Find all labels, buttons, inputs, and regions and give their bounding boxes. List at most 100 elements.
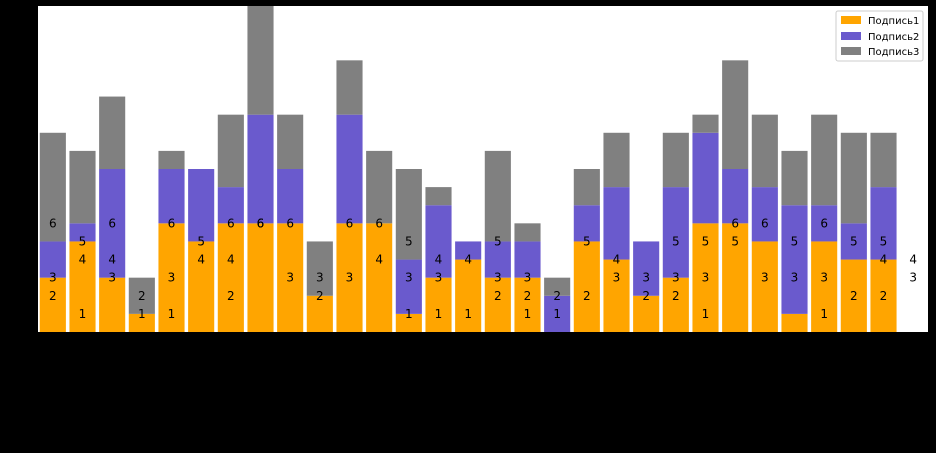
bar-label-2-1: 5 [79, 234, 87, 248]
bar-label-15-2: 1 [464, 307, 472, 321]
bar-label-25-2: 3 [761, 271, 769, 285]
bar-segment-13-series-3 [395, 169, 422, 260]
bar-segment-23-series-3 [692, 114, 719, 133]
bar-label-17-2: 2 [524, 289, 532, 303]
bar-label-18-2: 1 [553, 307, 561, 321]
bar-labels-group: 6 3 2 5 4 1 6 4 3 2 1 6 3 1 5 4 6 4 2 6 6 6 3 3 2 6 3 6 4 5 3 1 4 3 1 4 1 5 3 2… [49, 216, 917, 321]
legend-swatch-1 [841, 16, 861, 24]
bar-segment-27-series-1 [811, 241, 838, 332]
bar-segment-17-series-2 [514, 241, 541, 278]
bar-label-2-2: 4 [79, 253, 87, 267]
bar-label-24-2: 5 [731, 234, 739, 248]
bar-label-28-2: 2 [850, 289, 858, 303]
bar-segment-20-series-3 [603, 132, 630, 188]
bar-label-18-1: 2 [553, 289, 561, 303]
bar-label-1-1: 6 [49, 216, 57, 230]
bar-segment-11-series-3 [336, 60, 363, 115]
bar-segment-25-series-2 [751, 187, 778, 242]
bar-label-13-2: 3 [405, 271, 413, 285]
bar-label-19-1: 5 [583, 234, 591, 248]
bar-label-25-1: 6 [761, 216, 769, 230]
legend-label-1: Подпись1 [868, 16, 919, 27]
bar-segment-1-series-1 [39, 277, 66, 332]
bar-segment-7-series-1 [217, 223, 244, 332]
bar-segment-13-series-2 [395, 259, 422, 314]
bar-segment-10-series-3 [306, 241, 333, 296]
bar-segment-2-series-1 [69, 241, 96, 332]
bar-label-21-2: 2 [642, 289, 650, 303]
bar-segment-27-series-2 [811, 205, 838, 242]
bar-label-27-3: 1 [820, 307, 828, 321]
bars-group [39, 6, 897, 332]
bar-label-1-3: 2 [49, 289, 57, 303]
bar-label-6-1: 5 [197, 234, 205, 248]
bar-label-5-3: 1 [168, 307, 176, 321]
bar-segment-18-series-3 [544, 277, 571, 296]
bar-segment-3-series-2 [99, 169, 126, 278]
bar-label-10-2: 2 [316, 289, 324, 303]
bar-segment-17-series-3 [514, 223, 541, 242]
bar-label-8-1: 6 [257, 216, 265, 230]
bar-label-26-2: 3 [791, 271, 799, 285]
bar-label-16-3: 2 [494, 289, 502, 303]
bar-segment-12-series-3 [366, 150, 393, 224]
bar-segment-6-series-1 [188, 241, 215, 332]
bar-segment-4-series-3 [128, 277, 155, 314]
legend-label-2: Подпись2 [868, 32, 919, 43]
bar-segment-26-series-1 [781, 313, 808, 332]
bar-label-24-1: 6 [731, 216, 739, 230]
bar-label-22-1: 5 [672, 234, 680, 248]
bar-label-11-2: 3 [346, 271, 354, 285]
bar-segment-1-series-3 [39, 132, 66, 242]
bar-label-14-1: 4 [435, 253, 443, 267]
bar-segment-16-series-3 [484, 150, 511, 242]
bar-segment-23-series-2 [692, 132, 719, 224]
bar-segment-22-series-2 [662, 187, 689, 278]
bar-segment-2-series-2 [69, 223, 96, 242]
bar-segment-6-series-2 [188, 169, 215, 242]
bar-segment-2-series-3 [69, 150, 96, 224]
bar-label-9-2: 3 [286, 271, 294, 285]
bar-segment-11-series-1 [336, 223, 363, 332]
bar-label-30-2: 3 [909, 271, 917, 285]
bar-label-21-1: 3 [642, 271, 650, 285]
bar-segment-13-series-1 [395, 313, 422, 332]
bar-label-3-2: 4 [108, 253, 116, 267]
legend-entry-2: Подпись2 [841, 32, 919, 43]
bar-label-4-1: 2 [138, 289, 146, 303]
bar-label-20-2: 3 [613, 271, 621, 285]
bar-segment-25-series-3 [751, 114, 778, 188]
bar-segment-20-series-1 [603, 259, 630, 332]
bar-label-27-1: 6 [820, 216, 828, 230]
bar-segment-16-series-1 [484, 277, 511, 332]
bar-label-22-2: 3 [672, 271, 680, 285]
bar-segment-7-series-2 [217, 187, 244, 224]
bar-segment-21-series-2 [633, 241, 660, 296]
bar-label-7-2: 4 [227, 253, 235, 267]
bar-label-15-1: 4 [464, 253, 472, 267]
bar-segment-8-series-1 [247, 223, 274, 332]
bar-label-3-1: 6 [108, 216, 116, 230]
bar-label-29-3: 2 [880, 289, 888, 303]
legend-swatch-2 [841, 32, 861, 40]
bar-label-28-1: 5 [850, 234, 858, 248]
bar-label-17-3: 1 [524, 307, 532, 321]
bar-segment-22-series-1 [662, 277, 689, 332]
bar-label-14-3: 1 [435, 307, 443, 321]
bar-segment-17-series-1 [514, 277, 541, 332]
bar-label-17-1: 3 [524, 271, 532, 285]
bar-label-22-3: 2 [672, 289, 680, 303]
bar-segment-3-series-3 [99, 96, 126, 169]
bar-segment-15-series-1 [455, 259, 482, 332]
bar-segment-20-series-2 [603, 187, 630, 260]
bar-label-4-2: 1 [138, 307, 146, 321]
bar-segment-24-series-2 [722, 169, 749, 224]
bar-segment-26-series-3 [781, 150, 808, 206]
bar-segment-28-series-2 [840, 223, 867, 260]
bar-segment-24-series-3 [722, 60, 749, 169]
bar-segment-1-series-2 [39, 241, 66, 278]
bar-label-8-2: 6 [257, 216, 265, 230]
bar-label-5-1: 6 [168, 216, 176, 230]
bar-label-12-2: 4 [375, 253, 383, 267]
